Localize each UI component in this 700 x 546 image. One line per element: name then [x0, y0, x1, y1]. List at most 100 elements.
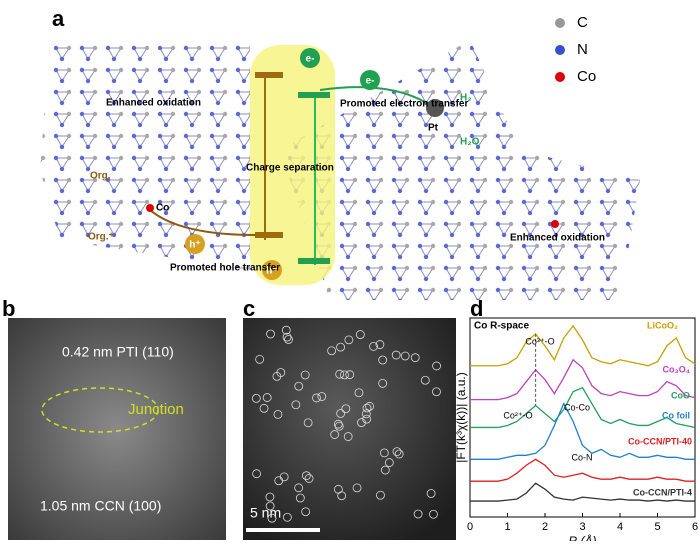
- panel-label: d: [470, 296, 483, 321]
- pt-particle: [426, 99, 444, 117]
- atom-marker: [276, 368, 286, 377]
- electron: [360, 70, 380, 90]
- atom-marker: [312, 393, 321, 403]
- atom-marker: [317, 392, 327, 401]
- atom-marker: [352, 483, 362, 493]
- atom-marker: [379, 448, 389, 458]
- atom-marker: [265, 492, 275, 502]
- atom-marker: [391, 350, 401, 360]
- x-tick-label: 2: [542, 521, 548, 533]
- atom-marker: [384, 458, 394, 467]
- atom-marker: [362, 403, 372, 413]
- atom-marker: [394, 449, 404, 459]
- label: Org.: [90, 171, 111, 182]
- arrow: [319, 86, 431, 106]
- legend-label: Co-CCN/PTI-40: [628, 436, 692, 446]
- label: Enhanced oxidation: [510, 233, 605, 244]
- atom-marker: [301, 471, 311, 481]
- haadf-image: [243, 318, 456, 540]
- legend-atom: [555, 72, 565, 82]
- atom-marker: [282, 332, 292, 342]
- series-line: [470, 324, 696, 367]
- legend-label: Co foil: [662, 410, 690, 420]
- x-tick-label: 5: [654, 521, 660, 533]
- panel-d: d 0 1 2 3 4 5 6 R (Å) |FT(k³χ(k))| (a.u.) Co R-sp…: [454, 296, 698, 546]
- label: Charge separation: [246, 163, 334, 174]
- label: Junction: [128, 401, 184, 418]
- legend-label: Co₃O₄: [663, 364, 690, 374]
- panel-c: c 5 nm: [243, 296, 456, 540]
- series-line: [470, 458, 695, 482]
- x-tick-label: 6: [692, 521, 698, 533]
- label: 1.05 nm CCN (100): [40, 498, 161, 514]
- atom-marker: [362, 414, 372, 424]
- series-line: [470, 358, 696, 401]
- highlight: [250, 45, 335, 285]
- atom-markers: [251, 325, 441, 523]
- label: e-: [366, 76, 375, 87]
- atom-marker: [273, 410, 283, 419]
- lattice: [40, 40, 250, 270]
- atom-marker: [335, 369, 345, 379]
- atom-marker: [274, 476, 284, 486]
- legend-label: C: [577, 14, 588, 31]
- legend-atom: [555, 18, 565, 28]
- atom-marker: [375, 340, 385, 349]
- atom-marker: [392, 447, 402, 457]
- label: Promoted electron transfer: [340, 99, 468, 110]
- atom-marker: [420, 375, 430, 385]
- atom-marker: [265, 501, 275, 511]
- atom-marker: [300, 370, 310, 380]
- panel-b: b 0.42 nm PTI (110) Junction 1.05 nm CCN…: [2, 296, 226, 540]
- co-atom: [146, 204, 154, 212]
- scale-label: 5 nm: [250, 505, 281, 521]
- band: [298, 92, 330, 98]
- atom-marker: [282, 512, 292, 522]
- atom-marker: [262, 393, 272, 402]
- atom-marker: [303, 418, 313, 428]
- legend-label: CoO: [671, 390, 690, 400]
- atom-marker: [365, 401, 374, 411]
- atom-marker: [291, 400, 301, 410]
- atom-marker: [341, 404, 351, 414]
- legend-label: N: [577, 41, 588, 58]
- annotation: Co²⁺-O: [503, 410, 532, 420]
- band: [255, 72, 283, 78]
- atom-marker: [344, 335, 354, 345]
- atom-marker: [294, 483, 304, 493]
- atom-marker: [432, 361, 441, 371]
- panel-label: a: [52, 6, 65, 31]
- atom-marker: [266, 329, 275, 339]
- panel-label: c: [243, 296, 255, 321]
- atom-marker: [336, 409, 346, 418]
- atom-marker: [255, 354, 265, 364]
- atom-marker: [295, 493, 305, 503]
- atom-marker: [340, 370, 349, 380]
- atom-marker: [378, 378, 388, 388]
- legend-label: Co: [577, 68, 596, 85]
- atom-marker: [361, 409, 371, 419]
- annotation: Co-N: [571, 452, 592, 462]
- atom-marker: [432, 387, 441, 397]
- atom-marker: [267, 513, 277, 523]
- atom-marker: [334, 421, 344, 431]
- hole: [185, 234, 205, 254]
- atom-marker: [355, 330, 365, 339]
- x-tick-label: 1: [504, 521, 510, 533]
- atom-marker: [400, 351, 410, 361]
- junction-outline: [41, 387, 159, 433]
- atom-marker: [413, 509, 423, 519]
- legend-atom: [555, 45, 565, 55]
- band: [298, 258, 330, 264]
- electron: [300, 48, 320, 68]
- x-tick-label: 0: [467, 521, 473, 533]
- atom-marker: [304, 474, 314, 483]
- label: Co: [156, 203, 169, 214]
- label: Org.⁺: [88, 232, 114, 243]
- atom-marker: [410, 353, 420, 363]
- atom-marker: [429, 509, 438, 519]
- y-axis-label: |FT(k³χ(k))| (a.u.): [454, 372, 468, 463]
- panel-label: b: [2, 296, 15, 321]
- lattice: [280, 40, 640, 300]
